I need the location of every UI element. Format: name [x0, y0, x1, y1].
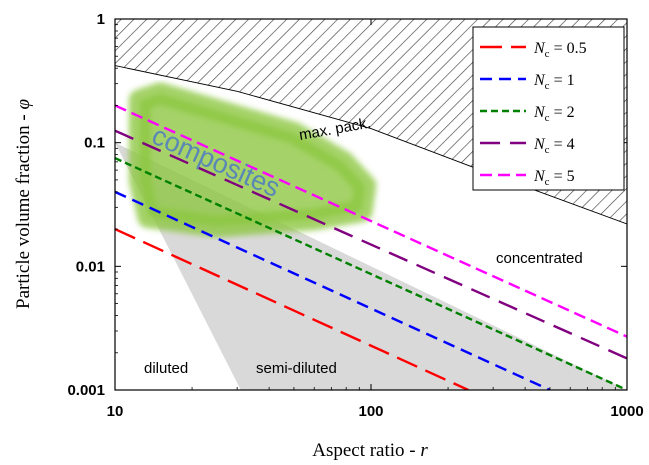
x-tick-label: 10: [107, 403, 124, 420]
y-tick-label: 1: [97, 11, 105, 28]
series-line-4: [115, 104, 627, 338]
concentrated-label: concentrated: [496, 250, 583, 267]
legend-label-1: Nc = 1: [533, 72, 575, 92]
series-line-3: [115, 129, 627, 360]
y-tick-label: 0.1: [84, 135, 105, 152]
x-tick-label: 1000: [610, 403, 643, 420]
semi-diluted-gray-region: [115, 142, 627, 390]
y-tick-label: 0.01: [76, 258, 105, 275]
y-axis-title: Particle volume fraction - φ: [13, 99, 34, 309]
max-packing-curve: [115, 65, 627, 225]
series-line-2: [115, 157, 627, 390]
semi-diluted-label: semi-diluted: [256, 360, 337, 377]
legend-label-2: Nc = 2: [533, 104, 575, 124]
legend-box: [472, 26, 625, 191]
x-axis-title: Aspect ratio - r: [312, 440, 428, 461]
series-line-1: [115, 190, 551, 390]
diluted-label: diluted: [144, 360, 188, 377]
composites-region: [128, 82, 377, 238]
legend-label-0: Nc = 0.5: [533, 40, 587, 60]
legend-label-3: Nc = 4: [533, 136, 575, 156]
series-line-0: [115, 228, 469, 390]
legend-label-4: Nc = 5: [533, 168, 575, 188]
y-tick-label: 0.001: [67, 382, 105, 399]
x-tick-label: 100: [358, 403, 383, 420]
legend: Nc = 0.5 Nc = 1 Nc = 2 Nc = 4 Nc = 5: [472, 26, 625, 191]
